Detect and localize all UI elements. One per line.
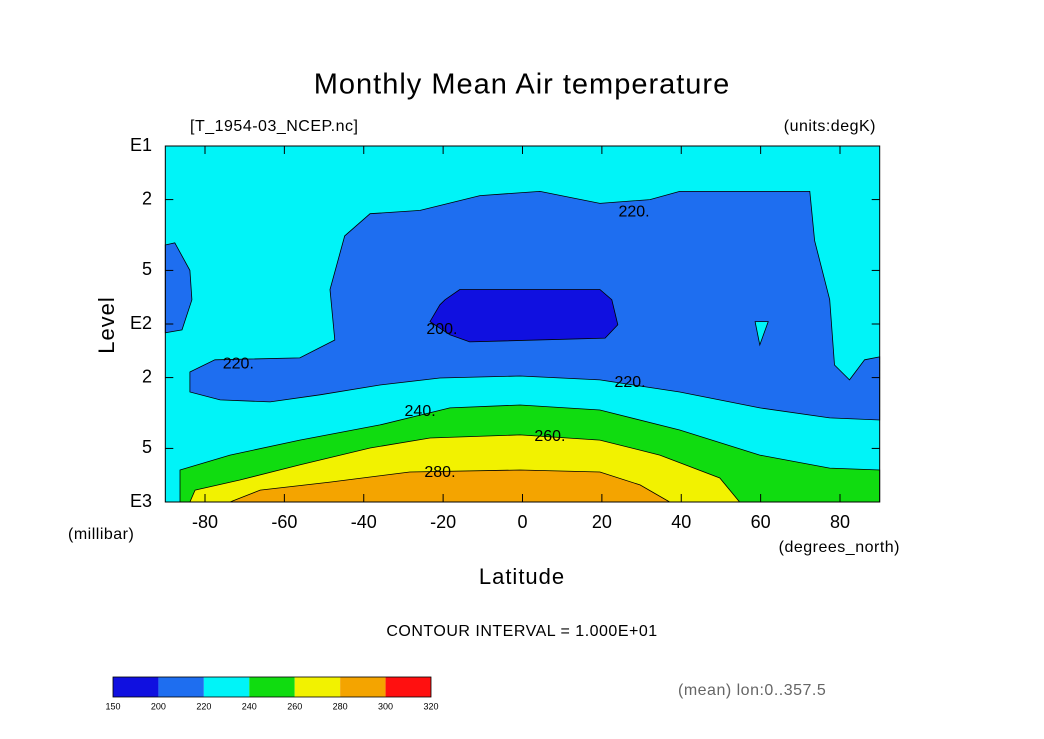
x-axis-label: Latitude [479, 564, 565, 589]
colorbar-swatch [203, 677, 250, 697]
mean-note: (mean) lon:0..357.5 [678, 682, 826, 699]
units-label: (units:degK) [784, 118, 876, 135]
colorbar-label: 150 [105, 701, 120, 711]
contour-label: 200. [426, 321, 457, 338]
plot-area: 220. 200. 220. 220. 240. 260. 280. [164, 145, 881, 503]
contour-label: 280. [424, 464, 455, 481]
colorbar-label: 280 [333, 701, 348, 711]
colorbar-swatch [113, 677, 159, 697]
contour-region [754, 321, 769, 347]
colorbar-swatch [249, 677, 295, 697]
contour-label: 240. [405, 403, 436, 420]
contour-label: 220. [618, 203, 649, 220]
y-tick-label: 5 [142, 437, 152, 457]
y-axis-label: Level [94, 296, 119, 354]
x-tick-label: 80 [830, 512, 850, 532]
chart-title: Monthly Mean Air temperature [314, 69, 730, 101]
colorbar-label: 200 [151, 701, 166, 711]
x-tick-label: 20 [592, 512, 612, 532]
y-tick-label: 2 [142, 366, 152, 386]
y-tick-label: 2 [142, 188, 152, 208]
x-tick-label: 0 [517, 512, 527, 532]
colorbar-swatch [294, 677, 341, 697]
contour-label: 220. [223, 355, 254, 372]
colorbar-label: 320 [423, 701, 438, 711]
y-tick-label: E3 [130, 491, 152, 511]
colorbar-swatch [385, 677, 431, 697]
colorbar-label: 220 [196, 701, 211, 711]
x-units: (degrees_north) [779, 539, 900, 556]
colorbar-swatch [158, 677, 204, 697]
colorbar-frame [112, 676, 432, 698]
x-tick-label: -20 [430, 512, 456, 532]
y-tick-label: E2 [130, 313, 152, 333]
file-label: [T_1954-03_NCEP.nc] [190, 118, 358, 135]
x-tick-label: -40 [351, 512, 377, 532]
x-tick-label: -80 [192, 512, 218, 532]
colorbar-label: 240 [242, 701, 257, 711]
colorbar-label: 300 [378, 701, 393, 711]
contour-region [229, 469, 672, 503]
contour-label: 220. [614, 374, 645, 391]
y-tick-label: 5 [142, 259, 152, 279]
colorbar-swatch [340, 677, 386, 697]
y-units: (millibar) [68, 526, 134, 543]
contour-region [429, 289, 619, 343]
colorbar-label: 260 [287, 701, 302, 711]
contour-label: 260. [534, 428, 565, 445]
x-tick-label: 40 [671, 512, 691, 532]
x-tick-label: 60 [751, 512, 771, 532]
y-tick-label: E1 [130, 135, 152, 155]
x-tick-label: -60 [271, 512, 297, 532]
contour-note: CONTOUR INTERVAL = 1.000E+01 [386, 623, 657, 640]
